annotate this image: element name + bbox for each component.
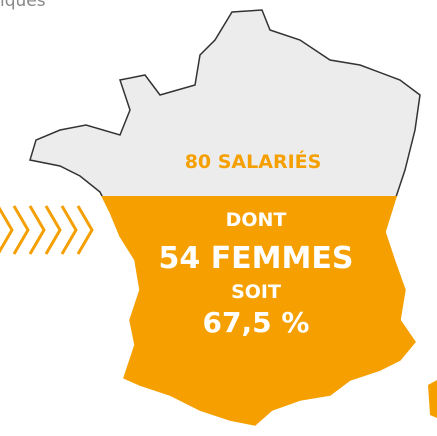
corsica-fragment — [428, 380, 437, 418]
header-fragment: iques — [0, 0, 46, 11]
dont-label: DONT — [226, 209, 287, 231]
percent-label: 67,5 % — [203, 306, 310, 339]
chevrons — [0, 205, 94, 255]
employees-label: 80 SALARIÉS — [185, 150, 322, 173]
soit-label: SOIT — [231, 281, 281, 303]
women-label: 54 FEMMES — [159, 241, 354, 276]
